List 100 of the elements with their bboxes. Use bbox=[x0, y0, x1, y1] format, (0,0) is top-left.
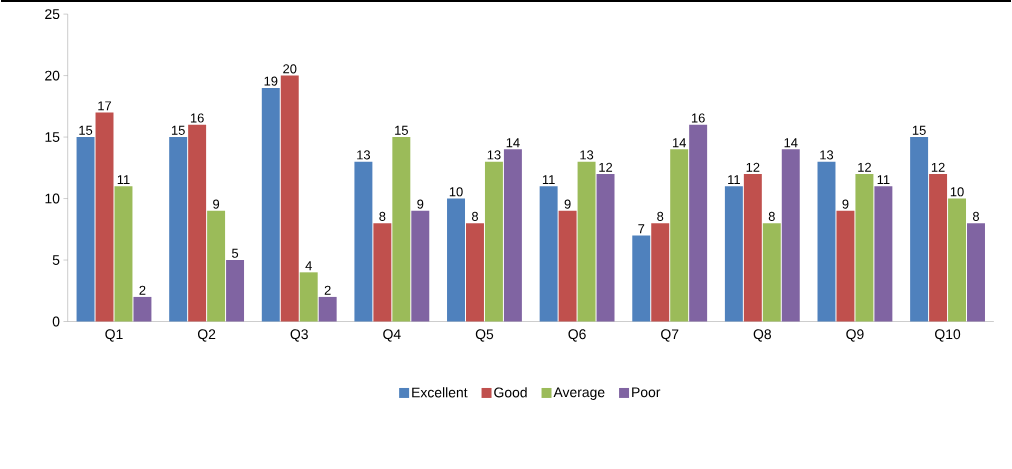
bar bbox=[373, 223, 392, 322]
data-label: 13 bbox=[487, 150, 501, 160]
bar bbox=[817, 161, 836, 322]
x-tick-label: Q4 bbox=[383, 329, 401, 342]
data-label: 9 bbox=[842, 199, 849, 209]
bar bbox=[133, 296, 152, 322]
x-tick-label: Q9 bbox=[846, 329, 864, 342]
bar bbox=[929, 173, 948, 322]
data-label: 12 bbox=[599, 162, 613, 172]
bar bbox=[280, 75, 299, 322]
bar bbox=[651, 223, 670, 322]
data-label: 14 bbox=[672, 138, 686, 148]
data-label: 15 bbox=[79, 125, 93, 135]
data-label: 14 bbox=[506, 138, 520, 148]
data-label: 13 bbox=[357, 150, 371, 160]
data-label: 9 bbox=[564, 199, 571, 209]
bar bbox=[207, 210, 226, 322]
bar bbox=[114, 186, 133, 322]
data-label: 14 bbox=[784, 138, 798, 148]
bar bbox=[411, 210, 430, 322]
bar bbox=[689, 124, 708, 322]
bar bbox=[169, 137, 188, 322]
bar bbox=[318, 296, 337, 322]
bar bbox=[226, 260, 245, 322]
x-tick-label: Q10 bbox=[935, 329, 961, 342]
y-tick-label: 5 bbox=[52, 255, 60, 265]
x-tick-label: Q1 bbox=[105, 329, 123, 342]
data-label: 12 bbox=[746, 162, 760, 172]
data-label: 2 bbox=[139, 285, 146, 295]
data-label: 9 bbox=[213, 199, 220, 209]
y-tick-label: 15 bbox=[45, 132, 60, 142]
data-label: 8 bbox=[471, 211, 479, 221]
bar bbox=[836, 210, 855, 322]
bar bbox=[447, 198, 465, 322]
bar bbox=[76, 137, 95, 322]
bar bbox=[503, 149, 522, 322]
x-tick-label: Q5 bbox=[475, 329, 494, 342]
bar bbox=[596, 173, 615, 322]
legend-label: Excellent bbox=[412, 387, 468, 398]
data-label: 19 bbox=[264, 76, 278, 86]
x-tick-label: Q2 bbox=[197, 329, 216, 342]
bar bbox=[577, 161, 596, 322]
data-label: 7 bbox=[638, 224, 645, 234]
data-label: 11 bbox=[877, 175, 890, 185]
bar bbox=[558, 210, 577, 322]
bar bbox=[855, 173, 874, 322]
data-label: 15 bbox=[171, 125, 185, 135]
bar bbox=[466, 223, 484, 322]
data-label: 5 bbox=[231, 248, 239, 258]
y-tick-label: 0 bbox=[52, 316, 60, 327]
bar bbox=[261, 87, 280, 322]
data-label: 10 bbox=[950, 187, 964, 197]
data-label: 13 bbox=[820, 150, 834, 160]
data-label: 12 bbox=[858, 162, 871, 172]
bar bbox=[762, 223, 781, 322]
data-label: 2 bbox=[324, 285, 331, 295]
bar bbox=[299, 272, 318, 322]
bar bbox=[392, 137, 411, 322]
legend-label: Poor bbox=[632, 387, 661, 398]
bar bbox=[743, 173, 762, 322]
data-label: 8 bbox=[657, 211, 664, 221]
x-tick-label: Q6 bbox=[568, 329, 586, 342]
bar bbox=[967, 223, 985, 322]
bar bbox=[948, 198, 967, 322]
data-label: 17 bbox=[98, 101, 112, 111]
bar bbox=[781, 149, 800, 322]
x-tick-label: Q7 bbox=[661, 329, 679, 342]
data-label: 15 bbox=[395, 125, 408, 135]
data-label: 11 bbox=[728, 175, 740, 185]
bar bbox=[188, 124, 207, 322]
bar bbox=[632, 235, 651, 322]
data-label: 8 bbox=[972, 211, 980, 221]
data-label: 8 bbox=[379, 211, 386, 221]
data-label: 4 bbox=[305, 261, 312, 271]
data-label: 13 bbox=[580, 150, 594, 160]
legend-label: Good bbox=[494, 387, 527, 398]
bar bbox=[874, 186, 893, 322]
legend-label: Average bbox=[553, 387, 605, 400]
data-label: 11 bbox=[117, 175, 130, 185]
bar bbox=[354, 161, 373, 322]
bar bbox=[484, 161, 503, 322]
data-label: 20 bbox=[283, 64, 297, 74]
data-label: 11 bbox=[542, 175, 555, 185]
x-tick-label: Q3 bbox=[290, 329, 308, 342]
data-label: 12 bbox=[931, 162, 945, 172]
bar bbox=[670, 149, 689, 322]
data-label: 9 bbox=[417, 199, 424, 209]
data-label: 10 bbox=[449, 187, 463, 197]
data-label: 16 bbox=[691, 113, 705, 123]
bar bbox=[539, 186, 558, 322]
bar bbox=[910, 137, 929, 322]
y-tick-label: 10 bbox=[45, 193, 60, 204]
x-tick-label: Q8 bbox=[753, 329, 771, 342]
y-tick-label: 20 bbox=[45, 70, 60, 81]
data-label: 8 bbox=[768, 211, 775, 221]
data-label: 15 bbox=[912, 125, 926, 135]
data-label: 16 bbox=[190, 113, 204, 123]
bar bbox=[95, 112, 114, 322]
bar bbox=[724, 186, 743, 322]
y-tick-label: 25 bbox=[45, 9, 60, 20]
